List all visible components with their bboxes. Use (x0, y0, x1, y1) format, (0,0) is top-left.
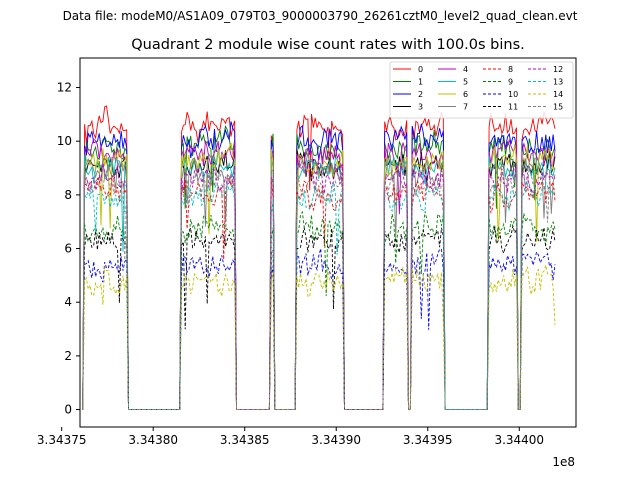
legend-label-11: 11 (508, 103, 518, 112)
x-tick-label: 3.34400 (494, 433, 544, 447)
legend-label-0: 0 (418, 65, 423, 74)
figure-suptitle: Data file: modeM0/AS1A09_079T03_90000037… (63, 9, 578, 23)
x-tick-label: 3.34380 (128, 433, 178, 447)
x-tick-label: 3.34385 (220, 433, 270, 447)
series-line-15 (82, 167, 556, 411)
axes-frame (79, 57, 577, 428)
y-tick-label: 6 (64, 242, 72, 256)
legend-label-8: 8 (508, 65, 513, 74)
y-tick-label: 8 (64, 188, 72, 202)
legend-label-3: 3 (418, 103, 423, 112)
legend-label-14: 14 (553, 90, 563, 99)
x-offset-label: 1e8 (552, 455, 575, 469)
y-axis: 0 2 4 6 8 10 12 (57, 81, 80, 417)
legend-label-1: 1 (418, 78, 423, 87)
y-tick-label: 12 (57, 81, 72, 95)
legend-label-2: 2 (418, 90, 423, 99)
legend-box (389, 61, 574, 119)
x-tick-label: 3.34375 (37, 433, 87, 447)
x-axis: 3.34375 3.34380 3.34385 3.34390 3.34395 3.344… (37, 427, 544, 447)
y-tick-label: 2 (64, 349, 72, 363)
legend-label-7: 7 (463, 103, 468, 112)
y-tick-label: 10 (57, 134, 72, 148)
series-line-11 (82, 225, 556, 411)
legend-label-4: 4 (463, 65, 468, 74)
series-line-13 (82, 180, 556, 411)
legend-label-5: 5 (463, 78, 468, 87)
series-line-9 (82, 210, 556, 411)
legend-label-9: 9 (508, 78, 513, 87)
legend-label-10: 10 (508, 90, 518, 99)
y-tick-label: 4 (64, 295, 72, 309)
legend-label-12: 12 (553, 65, 563, 74)
legend-label-6: 6 (463, 90, 468, 99)
legend-label-15: 15 (553, 103, 563, 112)
plot-lines (82, 105, 556, 411)
x-tick-label: 3.34395 (403, 433, 453, 447)
chart-title: Quadrant 2 module wise count rates with … (131, 37, 525, 53)
y-tick-label: 0 (64, 403, 72, 417)
x-tick-label: 3.34390 (311, 433, 361, 447)
legend-label-13: 13 (553, 78, 563, 87)
